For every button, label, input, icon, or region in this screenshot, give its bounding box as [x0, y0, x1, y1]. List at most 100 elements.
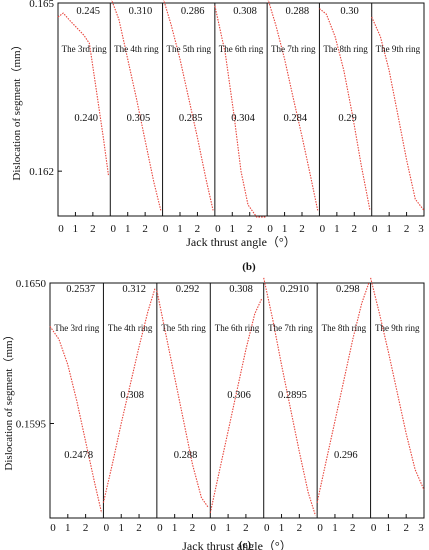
mid-value-label: 0.29 [338, 113, 356, 124]
y-tick-label: 0.165 [29, 0, 54, 10]
top-value-label: 0.298 [336, 284, 360, 295]
top-value-label: 0.286 [181, 6, 205, 17]
x-tick-label: 2 [195, 223, 201, 235]
x-tick-label: 0 [111, 223, 117, 235]
x-tick-label: 1 [386, 223, 392, 235]
x-tick-label: 0 [267, 223, 273, 235]
top-value-label: 0.308 [229, 284, 253, 295]
y-tick-label: 0.1650 [16, 278, 47, 290]
mid-value-label: 0.284 [283, 113, 307, 124]
ring-name-label: The 6th ring [215, 323, 260, 333]
x-tick-label: 1 [225, 522, 231, 534]
x-tick-label: 0 [157, 522, 163, 534]
mid-value-label: 0.288 [174, 450, 198, 461]
panel-label: (c) [239, 539, 252, 550]
series-line-3-ring [49, 326, 103, 514]
x-tick-label: 0 [317, 522, 323, 534]
mid-value-label: 0.2895 [278, 390, 307, 401]
x-tick-label: 2 [404, 223, 410, 235]
x-axis-title: Jack thrust angle（°） [182, 539, 291, 550]
top-value-label: 0.312 [122, 284, 146, 295]
ring-name-label: The 9th ring [376, 44, 421, 54]
x-tick-label: 1 [332, 522, 338, 534]
mid-value-label: 0.305 [127, 113, 151, 124]
x-tick-label: 0 [371, 522, 377, 534]
top-value-label: 0.2537 [66, 284, 95, 295]
series-line-7-ring [267, 0, 319, 211]
x-tick-label: 1 [73, 223, 79, 235]
mid-value-label: 0.240 [74, 113, 98, 124]
series-line-7-ring [263, 277, 316, 516]
top-value-label: 0.30 [340, 6, 358, 17]
x-tick-label: 0 [50, 522, 56, 534]
x-tick-label: 0 [215, 223, 221, 235]
x-tick-label: 0 [320, 223, 326, 235]
x-tick-label: 1 [282, 223, 288, 235]
series-line-5-ring [163, 0, 214, 211]
x-tick-label: 2 [247, 223, 253, 235]
top-value-label: 0.308 [233, 6, 257, 17]
x-tick-label: 2 [90, 223, 96, 235]
x-tick-label: 2 [299, 223, 305, 235]
y-tick-label: 0.1595 [16, 418, 47, 430]
series-line-4-ring [111, 0, 162, 211]
ring-name-label: The 5th ring [161, 323, 206, 333]
series-line-9-ring [371, 16, 425, 211]
series-line-3-ring [57, 12, 110, 176]
x-tick-label: 0 [264, 522, 270, 534]
mid-value-label: 0.306 [227, 390, 251, 401]
x-tick-label: 1 [279, 522, 285, 534]
top-value-label: 0.310 [129, 6, 153, 17]
series-line-8-ring [319, 8, 371, 211]
x-tick-label: 2 [297, 522, 303, 534]
ring-name-label: The 9th ring [375, 323, 420, 333]
ring-name-label: The 7th ring [271, 44, 316, 54]
ring-name-label: The 3rd ring [54, 323, 99, 333]
x-tick-label: 3 [418, 522, 424, 534]
ring-name-label: The 5th ring [166, 44, 211, 54]
x-tick-label: 2 [190, 522, 196, 534]
series-line-6-ring [214, 5, 266, 218]
x-tick-label: 0 [104, 522, 110, 534]
x-tick-label: 1 [230, 223, 236, 235]
x-tick-label: 2 [403, 522, 409, 534]
ring-name-label: The 4th ring [108, 323, 153, 333]
ring-name-label: The 8th ring [322, 323, 367, 333]
x-tick-label: 0 [58, 223, 64, 235]
mid-value-label: 0.304 [231, 113, 255, 124]
x-tick-label: 2 [243, 522, 249, 534]
ring-name-label: The 8th ring [323, 44, 368, 54]
ring-name-label: The 3rd ring [62, 44, 107, 54]
x-tick-label: 2 [352, 223, 358, 235]
top-value-label: 0.292 [176, 284, 200, 295]
mid-value-label: 0.308 [120, 390, 144, 401]
x-tick-label: 0 [372, 223, 378, 235]
top-value-label: 0.245 [76, 6, 100, 17]
ring-name-label: The 4th ring [114, 44, 159, 54]
x-tick-label: 0 [163, 223, 169, 235]
x-tick-label: 1 [125, 223, 131, 235]
plot-frame [57, 2, 425, 217]
top-value-label: 0.2910 [280, 284, 309, 295]
x-tick-label: 1 [172, 522, 178, 534]
x-tick-label: 0 [211, 522, 217, 534]
x-tick-label: 2 [142, 223, 148, 235]
y-axis-title: Dislocation of segment（mm） [10, 39, 23, 180]
y-tick-label: 0.162 [29, 166, 54, 178]
mid-value-label: 0.296 [334, 450, 358, 461]
series-line-5-ring [156, 290, 209, 509]
x-axis-title: Jack thrust angle（°） [186, 235, 295, 249]
top-value-label: 0.288 [285, 6, 309, 17]
x-tick-label: 1 [65, 522, 71, 534]
ring-name-label: The 6th ring [219, 44, 264, 54]
plot-frame [49, 282, 425, 519]
x-tick-label: 2 [136, 522, 142, 534]
x-tick-label: 1 [386, 522, 392, 534]
x-tick-label: 2 [350, 522, 356, 534]
x-tick-label: 1 [334, 223, 340, 235]
y-axis-title: Dislocation of segment（mm） [2, 329, 15, 470]
x-tick-label: 1 [177, 223, 183, 235]
